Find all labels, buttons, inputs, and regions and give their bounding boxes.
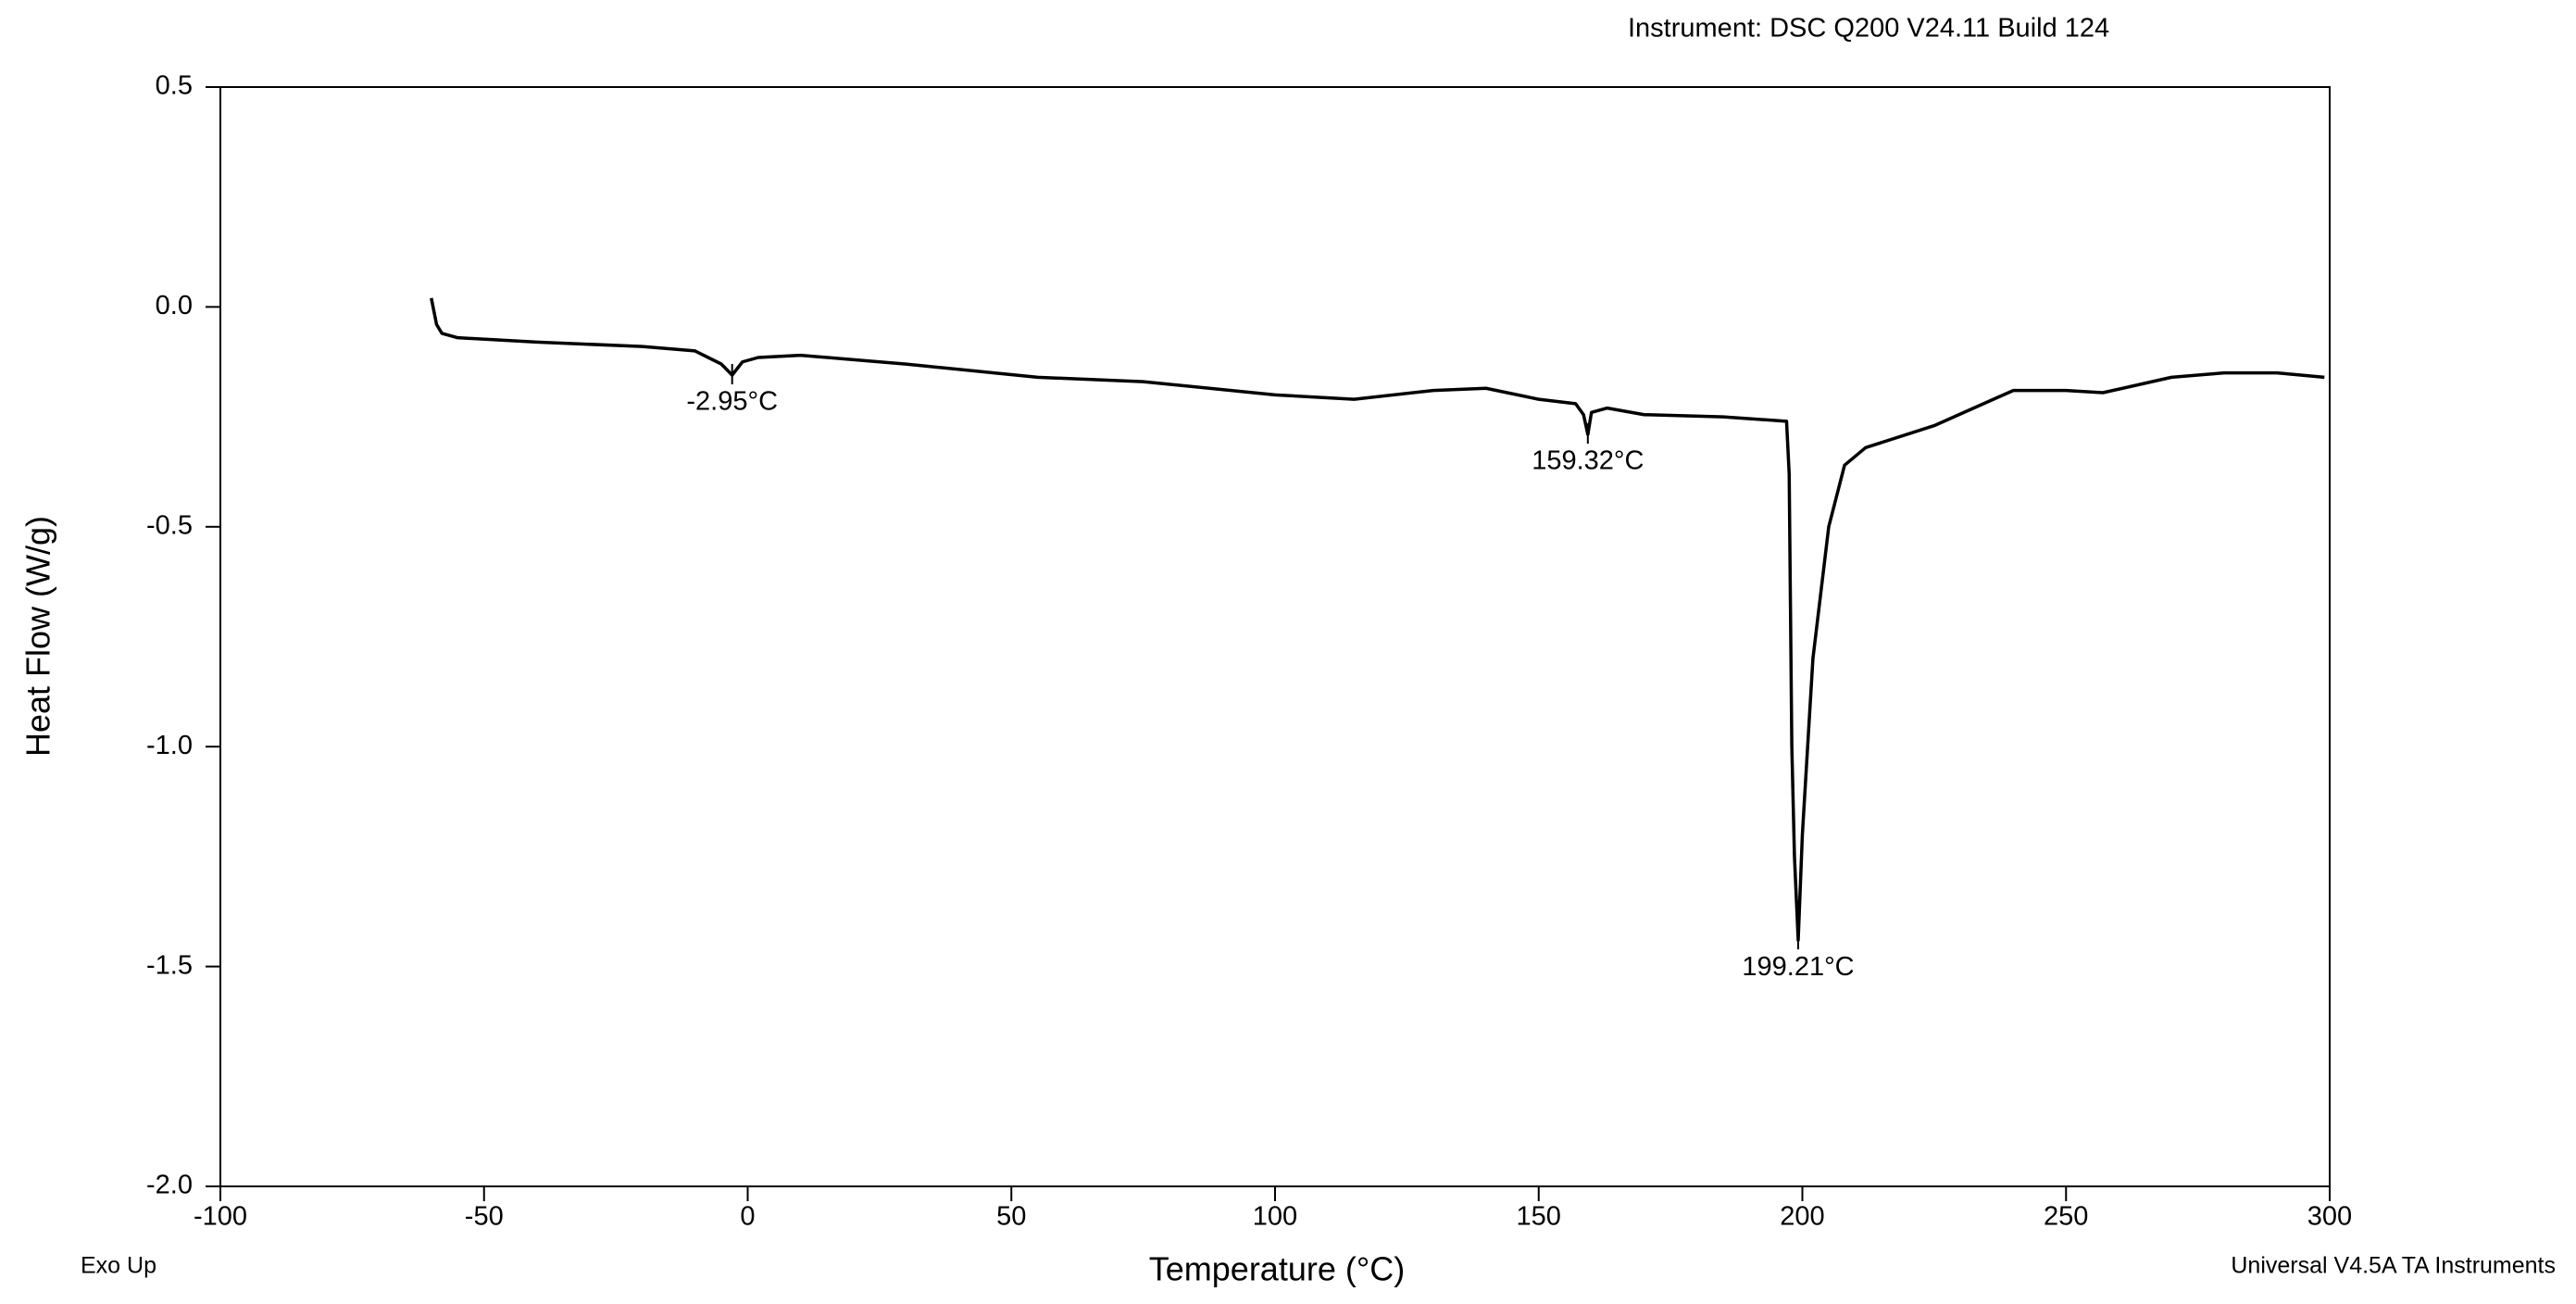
- y-axis-title: Heat Flow (W/g): [19, 516, 57, 757]
- y-tick-label: -1.5: [146, 950, 193, 980]
- x-tick-label: 200: [1780, 1202, 1824, 1232]
- y-tick-label: -2.0: [146, 1171, 193, 1200]
- x-tick-label: 100: [1253, 1202, 1297, 1232]
- x-tick-label: 150: [1517, 1202, 1561, 1232]
- peak-label: -2.95°C: [686, 387, 778, 417]
- y-tick-label: 0.5: [156, 71, 193, 101]
- x-axis-title: Temperature (°C): [1149, 1250, 1405, 1288]
- x-tick-label: -100: [194, 1202, 247, 1232]
- x-tick-label: 50: [996, 1202, 1026, 1232]
- x-tick-label: 0: [740, 1202, 755, 1232]
- y-tick-label: -1.0: [146, 731, 193, 760]
- instrument-info: Instrument: DSC Q200 V24.11 Build 124: [1628, 14, 2109, 44]
- exo-note: Exo Up: [81, 1253, 156, 1279]
- peak-label: 159.32°C: [1532, 446, 1644, 476]
- y-tick-label: 0.0: [156, 291, 193, 320]
- x-tick-label: -50: [465, 1202, 504, 1232]
- y-tick-label: -0.5: [146, 510, 193, 540]
- software-note: Universal V4.5A TA Instruments: [2231, 1253, 2556, 1279]
- peak-label: 199.21°C: [1742, 952, 1854, 982]
- x-tick-label: 250: [2044, 1202, 2088, 1232]
- x-tick-label: 300: [2307, 1202, 2352, 1232]
- heat-flow-line: [430, 297, 2325, 942]
